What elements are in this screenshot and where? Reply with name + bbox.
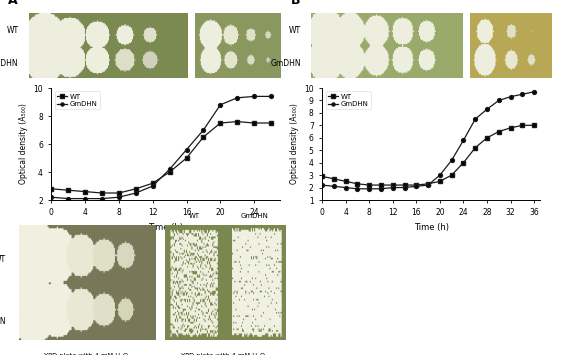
WT [331,177,337,181]
Text: A: A [9,0,18,6]
GmDHN [342,185,349,190]
GmDHN [437,173,443,177]
GmDHN [183,147,190,152]
WT [377,183,384,187]
WT [366,183,373,187]
GmDHN [425,183,431,187]
WT [472,146,479,150]
WT [531,123,538,127]
Line: WT: WT [320,124,536,187]
GmDHN [483,107,490,111]
GmDHN [149,184,156,188]
GmDHN [217,103,224,107]
GmDHN [531,89,538,94]
GmDHN [268,94,275,99]
GmDHN [200,128,207,132]
WT [251,121,258,125]
Text: WT: WT [6,26,18,35]
GmDHN [319,183,325,187]
WT [132,187,139,191]
Text: WT: WT [0,255,6,263]
WT [183,156,190,160]
Line: GmDHN: GmDHN [50,94,273,201]
GmDHN [472,117,479,121]
WT [342,179,349,184]
WT [149,181,156,185]
X-axis label: Time (h): Time (h) [414,223,449,232]
WT [448,173,455,177]
GmDHN [132,191,139,195]
WT [495,130,502,134]
WT [48,187,55,191]
GmDHN [495,98,502,103]
Text: WT: WT [289,26,301,35]
Text: GmDHN: GmDHN [0,59,18,68]
GmDHN [389,185,396,190]
Text: B: B [291,0,301,6]
Line: WT: WT [50,120,273,195]
WT [483,136,490,140]
WT [166,170,173,174]
GmDHN [65,196,72,201]
WT [401,183,408,187]
Legend: WT, GmDHN: WT, GmDHN [55,92,100,109]
GmDHN [99,196,105,201]
WT [437,179,443,184]
WT [425,182,431,186]
GmDHN [377,187,384,191]
WT [413,183,420,187]
WT [507,126,514,130]
Y-axis label: Optical density (A₅₀₀): Optical density (A₅₀₀) [290,104,299,185]
GmDHN [460,138,467,142]
WT [99,191,105,195]
GmDHN [331,184,337,189]
GmDHN [48,195,55,199]
GmDHN [448,158,455,162]
Text: GmDHN: GmDHN [0,317,6,326]
GmDHN [401,185,408,190]
Legend: WT, GmDHN: WT, GmDHN [325,92,370,109]
GmDHN [234,95,241,100]
WT [65,188,72,192]
Line: GmDHN: GmDHN [320,90,536,191]
GmDHN [116,195,123,199]
GmDHN [366,187,373,191]
WT [116,191,123,195]
GmDHN [166,167,173,171]
GmDHN [354,187,361,191]
WT [519,123,526,127]
Y-axis label: Optical density (A₅₀₀): Optical density (A₅₀₀) [19,104,28,185]
GmDHN [82,196,88,201]
WT [460,160,467,165]
Text: GmDHN: GmDHN [270,59,301,68]
X-axis label: Time (h): Time (h) [148,223,183,232]
WT [389,183,396,187]
WT [354,182,361,186]
WT [82,190,88,194]
GmDHN [413,184,420,189]
WT [217,121,224,125]
WT [200,135,207,139]
GmDHN [519,92,526,96]
GmDHN [251,94,258,99]
WT [268,121,275,125]
WT [234,120,241,124]
GmDHN [507,94,514,99]
WT [319,174,325,179]
